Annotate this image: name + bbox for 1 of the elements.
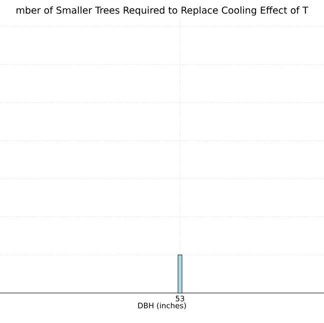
chart-title: mber of Smaller Trees Required to Replace Cooling Effect of T	[16, 6, 308, 16]
